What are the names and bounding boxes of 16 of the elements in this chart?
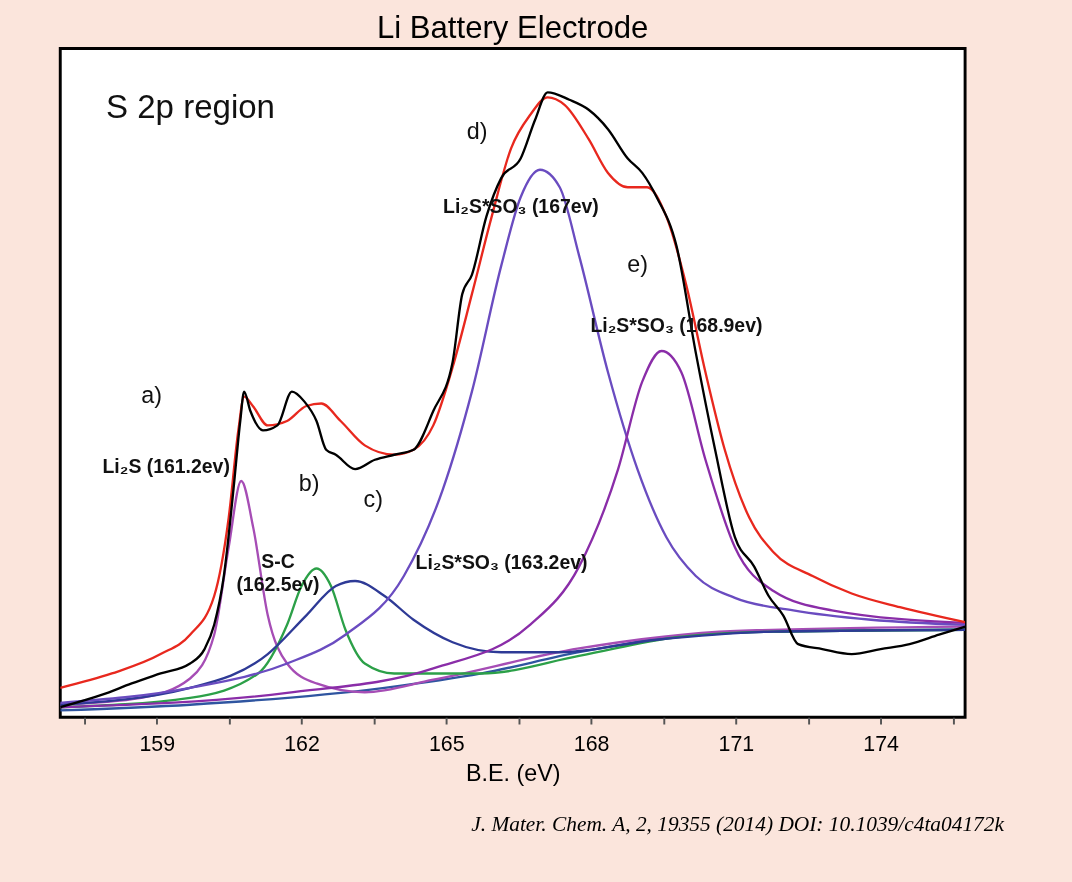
chart-title: Li Battery Electrode — [377, 9, 649, 45]
annotation: Li₂S (161.2ev) — [102, 455, 230, 478]
annotation: b) — [298, 469, 320, 496]
annotation: a) — [141, 382, 162, 409]
x-tick-label: 171 — [718, 731, 755, 756]
x-tick-label: 159 — [139, 731, 176, 756]
x-tick-label: 174 — [863, 731, 900, 756]
x-tick-label: 162 — [284, 731, 320, 756]
annotation: S 2p region — [106, 87, 275, 125]
annotation: e) — [627, 251, 648, 278]
text: J. Mater. Chem. A, 2, 19355 (2014) DOI: 10.1039/c4ta04172k — [471, 811, 1005, 836]
x-tick-label: 165 — [428, 731, 465, 756]
annotation: d) — [466, 117, 488, 144]
annotation: c) — [363, 486, 383, 513]
x-tick-label: 168 — [573, 731, 610, 756]
x-axis-title: B.E. (eV) — [465, 759, 561, 786]
